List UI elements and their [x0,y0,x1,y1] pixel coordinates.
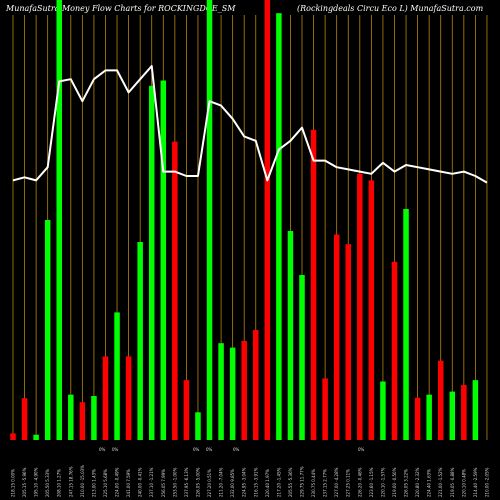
bar [56,0,62,440]
x-tick-label: 247.15 18.76% [68,466,73,497]
bar-series [10,0,479,441]
bar [241,341,247,440]
chart-title-right: (Rockingdeals Circu Eco L) MunafaSutra.c… [297,4,484,13]
bar [437,360,444,440]
baseline-percent-label: 0% [233,447,240,452]
bar [345,244,351,440]
baseline-percent-label: 0% [358,447,365,452]
x-tick-label: 220.10 0.48% [461,469,466,497]
bar [33,434,39,440]
x-tick-label: 230.75 0.44% [311,469,316,497]
x-tick-label: 256.05 7.99% [161,469,166,497]
bar [264,0,271,440]
bar [10,433,16,440]
bar [125,356,132,440]
x-tick-label: 224.95 -3.04% [242,467,247,497]
bar [218,343,224,440]
x-tick-label: 227.00 -4.28% [334,467,339,497]
x-tick-label: 216.15 -3.91% [253,467,258,497]
bar [276,13,282,440]
bar [160,80,167,441]
x-tick-label: 220.80 -2.32% [415,467,420,497]
x-tick-label: 211.20 -7.04% [219,467,224,497]
bar [357,173,363,441]
bar [391,261,398,440]
x-tick-label: 214.40 -2.59% [473,467,478,497]
bar [21,398,28,440]
baseline-percent-labels: 0% 0% 0% 0% 0% 0% [99,447,365,452]
x-tick-label: 217.20 -1.45% [276,467,281,497]
baseline-percent-label: 0% [99,447,106,452]
x-tick-label: 253.50 -1.00% [172,467,177,497]
x-tick-label: 237.10 -1.21% [149,467,154,497]
x-tick-label: 227.25 0.11% [346,469,351,497]
bar [414,397,421,440]
baseline-percent-label: 0% [206,447,213,452]
x-tick-label: 240.00 -0.41% [138,467,143,497]
x-tick-label: 219.05 -0.88% [450,467,455,497]
x-tick-label: 232.00 9.85% [230,469,235,497]
x-tick-label: 226.05 -5.00% [195,467,200,497]
bar [253,330,259,440]
grid-lines [12,15,488,440]
bar [299,275,305,440]
x-tick-label: 195.10 -4.90% [34,467,39,497]
bar [461,385,467,440]
x-tick-label: 226.20 -0.46% [357,467,362,497]
bar [333,234,340,440]
bar [322,378,328,440]
x-tick-label: 226.05 3.22% [404,469,409,497]
bar [380,381,386,440]
bar [368,180,375,440]
bar [79,402,86,440]
x-tick-label: 205.50 5.33% [45,469,50,497]
x-tick-label: 221.00 -1.52% [438,467,443,497]
bar [183,380,190,440]
x-tick-label: 237.15 2.77% [323,469,328,497]
bar [472,380,479,440]
x-tick-label: 220.40 1.97% [265,469,270,497]
x-tick-label: 241.00 7.59% [126,469,131,497]
bar [449,391,456,440]
bar [137,242,143,440]
bar [44,220,51,440]
bar [206,0,213,440]
x-tick-label: 237.95 -6.13% [184,467,189,497]
bar [148,85,155,441]
x-axis-labels: 218.15 0.00% 205.15 -5.96% 195.10 -4.90% 20… [11,465,490,497]
bar [114,312,120,440]
price-line-series [12,65,488,184]
bar [229,347,236,440]
bar [310,129,317,441]
chart-title-left: MunafaSutra Money Flow Charts for ROCKIN… [5,4,236,13]
bar [403,209,409,440]
x-tick-label: 224.00 -0.49% [115,467,120,497]
x-tick-label: 205.55 -5.36% [288,467,293,497]
x-tick-label: 224.40 1.63% [427,469,432,497]
x-tick-label: 223.60 -1.15% [369,467,374,497]
bar [102,356,109,440]
bar [195,412,201,440]
baseline-percent-label: 0% [193,447,200,452]
x-tick-label: 210.00 -15.03% [80,465,85,497]
bar [426,394,432,440]
x-tick-label: 229.75 11.77% [300,466,305,497]
bar [172,141,178,440]
bar [68,394,74,440]
bar [91,396,97,440]
x-tick-label: 205.15 -5.96% [22,467,27,497]
x-tick-label: 219.00 -0.50% [392,467,397,497]
baseline-percent-label: 0% [112,447,119,452]
x-tick-label: 208.10 1.27% [57,469,62,497]
x-tick-label: 213.00 1.43% [91,469,96,497]
x-tick-label: 218.15 0.00% [11,469,16,497]
price-line [12,65,488,184]
x-tick-label: 227.20 0.51% [207,469,212,497]
bar [287,231,294,440]
x-tick-label: 225.10 5.68% [103,469,108,497]
x-tick-label: 220.10 -1.57% [380,467,385,497]
x-tick-label: 210.00 -2.05% [484,467,489,497]
